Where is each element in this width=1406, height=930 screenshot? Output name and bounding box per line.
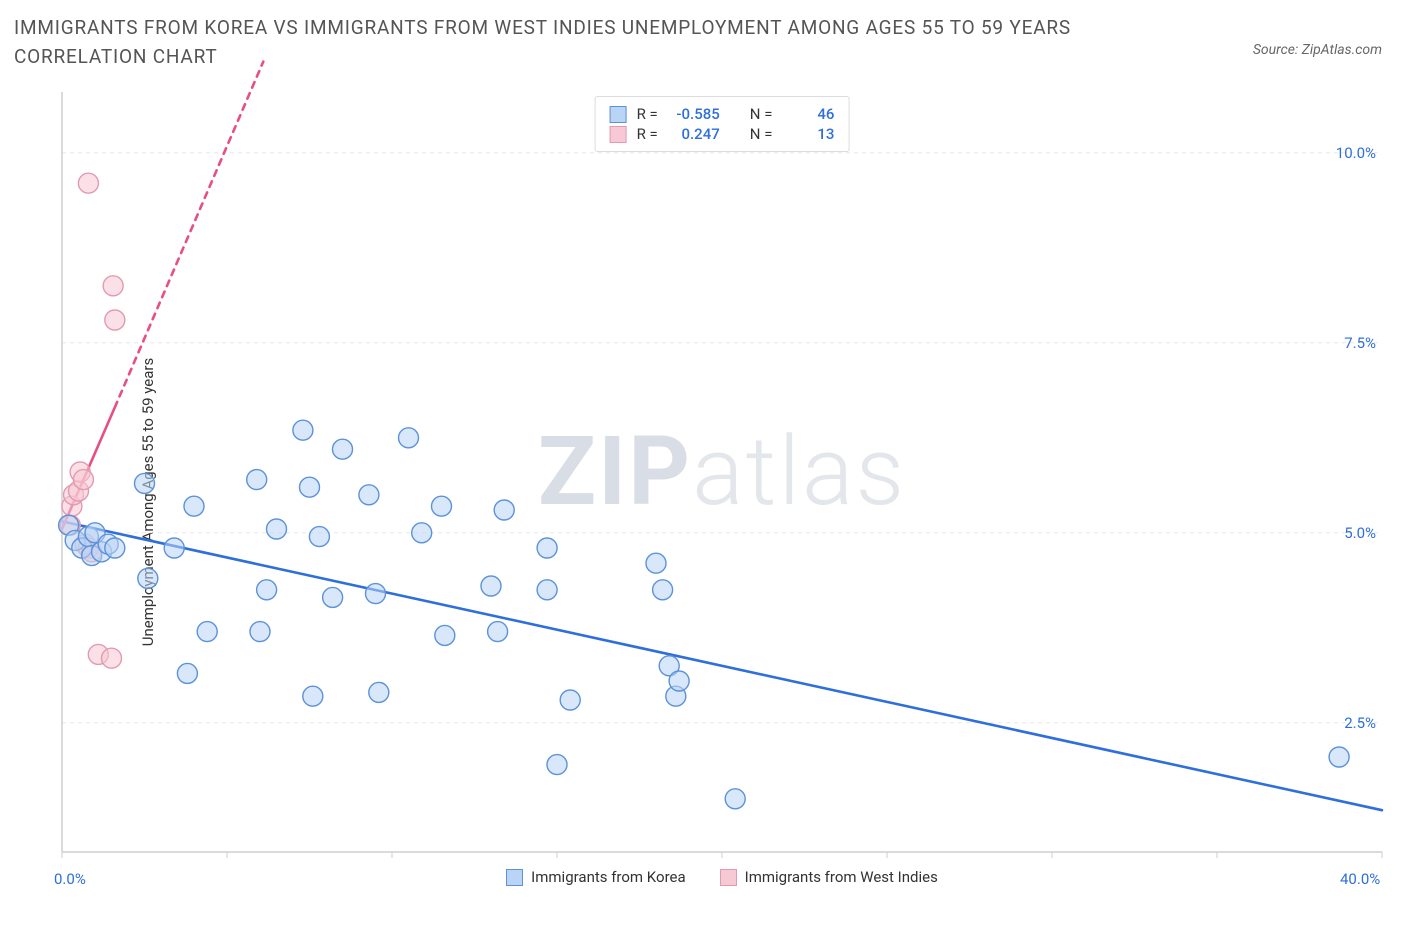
y-tick-label: 2.5% <box>1344 714 1376 732</box>
legend-swatch-korea <box>610 106 627 123</box>
n-label: N = <box>750 125 773 143</box>
source-attribution: Source: ZipAtlas.com <box>1253 42 1382 58</box>
y-tick-label: 5.0% <box>1344 524 1376 542</box>
legend-item-westindies: Immigrants from West Indies <box>720 868 938 886</box>
x-tick-label-min: 0.0% <box>54 870 86 888</box>
legend-item-korea: Immigrants from Korea <box>506 868 685 886</box>
y-tick-label: 7.5% <box>1344 334 1376 352</box>
chart-container: Unemployment Among Ages 55 to 59 years Z… <box>14 92 1392 912</box>
legend-row-westindies: R = 0.247 N = 13 <box>610 125 835 143</box>
n-label: N = <box>750 105 773 123</box>
legend-swatch-westindies <box>610 126 627 143</box>
scatter-plot-svg <box>62 92 1382 852</box>
korea-r-value: -0.585 <box>668 105 720 123</box>
r-label: R = <box>637 125 658 143</box>
series-legend: Immigrants from Korea Immigrants from We… <box>62 868 1382 886</box>
legend-swatch-westindies <box>720 869 737 886</box>
westindies-n-value: 13 <box>782 125 834 143</box>
correlation-legend: R = -0.585 N = 46 R = 0.247 N = 13 <box>595 96 850 152</box>
y-tick-label: 10.0% <box>1336 144 1376 162</box>
korea-n-value: 46 <box>782 105 834 123</box>
legend-row-korea: R = -0.585 N = 46 <box>610 105 835 123</box>
westindies-r-value: 0.247 <box>668 125 720 143</box>
x-tick-label-max: 40.0% <box>1340 870 1380 888</box>
r-label: R = <box>637 105 658 123</box>
chart-title: IMMIGRANTS FROM KOREA VS IMMIGRANTS FROM… <box>14 14 1144 71</box>
plot-area: ZIPatlas R = -0.585 N = 46 R = 0.247 N =… <box>62 92 1382 852</box>
legend-label-westindies: Immigrants from West Indies <box>745 868 938 886</box>
legend-swatch-korea <box>506 869 523 886</box>
legend-label-korea: Immigrants from Korea <box>531 868 685 886</box>
